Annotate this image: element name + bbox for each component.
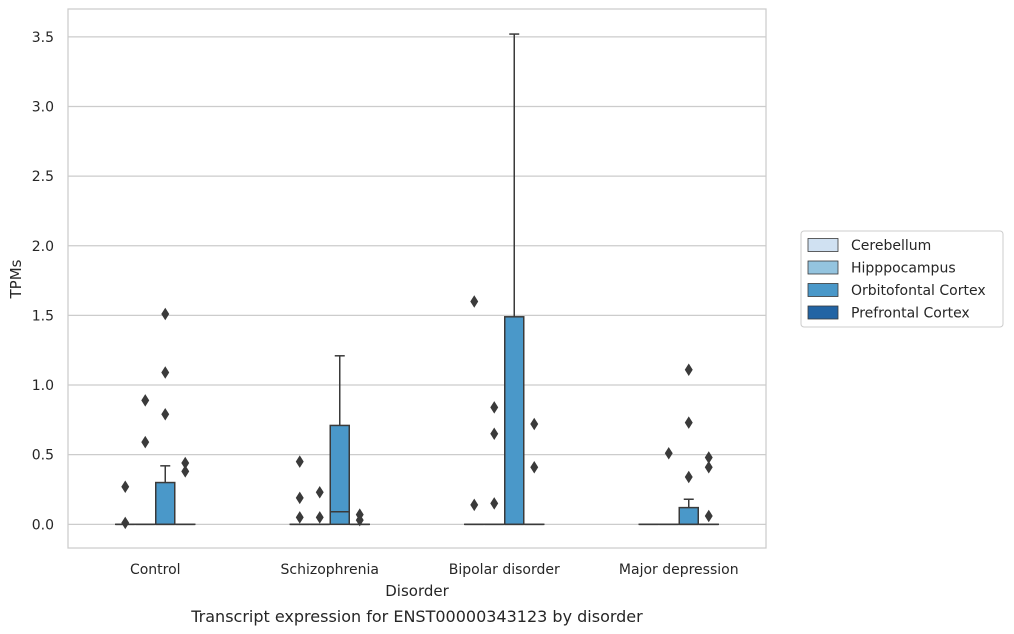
outlier-point <box>181 465 190 478</box>
box-body <box>155 481 176 526</box>
outlier-point <box>490 401 499 414</box>
outlier-point <box>490 427 499 441</box>
box-body <box>678 506 699 526</box>
y-axis-title: TPMs <box>7 259 25 299</box>
y-tick-label: 0.5 <box>32 448 54 464</box>
outlier-point <box>704 509 713 523</box>
outlier-point <box>121 480 130 493</box>
outlier-point <box>295 511 304 524</box>
outlier-point <box>295 455 304 468</box>
grid-lines <box>68 36 766 525</box>
outlier-point <box>141 394 150 407</box>
box-1-0 <box>289 455 310 526</box>
outlier-point <box>684 416 693 429</box>
box-3-1 <box>658 447 679 526</box>
x-axis-ticks: Control Schizophrenia Bipolar disorder Majo… <box>130 562 739 578</box>
x-tick-label: Schizophrenia <box>281 562 379 578</box>
box-2-3 <box>524 417 545 526</box>
outlier-point <box>141 435 150 449</box>
outlier-point <box>530 417 539 431</box>
box-1-3 <box>349 508 370 527</box>
outlier-point <box>684 363 693 376</box>
y-tick-label: 3.5 <box>32 30 54 46</box>
box-body <box>504 316 525 526</box>
outlier-point <box>684 470 693 484</box>
outlier-point <box>470 498 479 512</box>
outlier-point <box>355 513 364 527</box>
outlier-point <box>161 408 170 421</box>
y-tick-label: 1.0 <box>32 378 54 394</box>
legend-frame <box>800 230 1004 328</box>
y-axis-ticks: 0.0 0.5 1.0 1.5 2.0 2.5 3.0 3.5 <box>32 30 54 533</box>
box-series <box>115 33 719 530</box>
box-1-2 <box>329 355 350 526</box>
legend-label: Orbitofontal Cortex <box>851 283 986 299</box>
outlier-point <box>315 511 324 524</box>
box-0-3 <box>175 456 196 526</box>
y-tick-label: 2.0 <box>32 239 54 255</box>
chart-caption: Transcript expression for ENST0000034312… <box>190 607 643 626</box>
x-axis-title: Disorder <box>385 582 449 600</box>
box-2-0 <box>464 295 485 526</box>
outlier-point <box>704 460 713 474</box>
box-2-2 <box>504 33 525 526</box>
x-tick-label: Control <box>130 562 181 578</box>
box-0-1 <box>135 394 156 526</box>
legend-swatch <box>807 305 839 320</box>
y-tick-label: 2.5 <box>32 169 54 185</box>
box-2-1 <box>484 401 505 526</box>
outlier-point <box>121 516 130 530</box>
x-tick-label: Major depression <box>619 562 739 578</box>
legend-swatch <box>807 260 839 275</box>
box-3-2 <box>678 363 699 526</box>
plot-area-frame <box>67 8 767 549</box>
outlier-point <box>470 295 479 308</box>
x-tick-label: Bipolar disorder <box>449 562 560 578</box>
legend-swatch <box>807 283 839 297</box>
box-0-2 <box>155 307 176 526</box>
box-3-3 <box>698 451 719 526</box>
outlier-point <box>490 497 499 510</box>
y-tick-label: 1.5 <box>32 308 54 324</box>
legend-label: Prefrontal Cortex <box>851 306 970 322</box>
box-1-1 <box>309 486 330 526</box>
legend-label: Cerebellum <box>851 238 931 254</box>
legend-label: Hipppocampus <box>851 261 956 277</box>
legend: Cerebellum Hipppocampus Orbitofontal Corte… <box>800 230 1004 328</box>
outlier-point <box>161 366 170 379</box>
legend-swatch <box>807 238 839 252</box>
outlier-point <box>664 447 673 460</box>
y-tick-label: 3.0 <box>32 99 54 115</box>
box-body <box>329 424 350 526</box>
y-tick-label: 0.0 <box>32 517 54 533</box>
outlier-point <box>315 486 324 499</box>
outlier-point <box>161 307 170 321</box>
outlier-point <box>295 491 304 505</box>
outlier-point <box>530 460 539 474</box>
box-0-0 <box>115 480 136 530</box>
